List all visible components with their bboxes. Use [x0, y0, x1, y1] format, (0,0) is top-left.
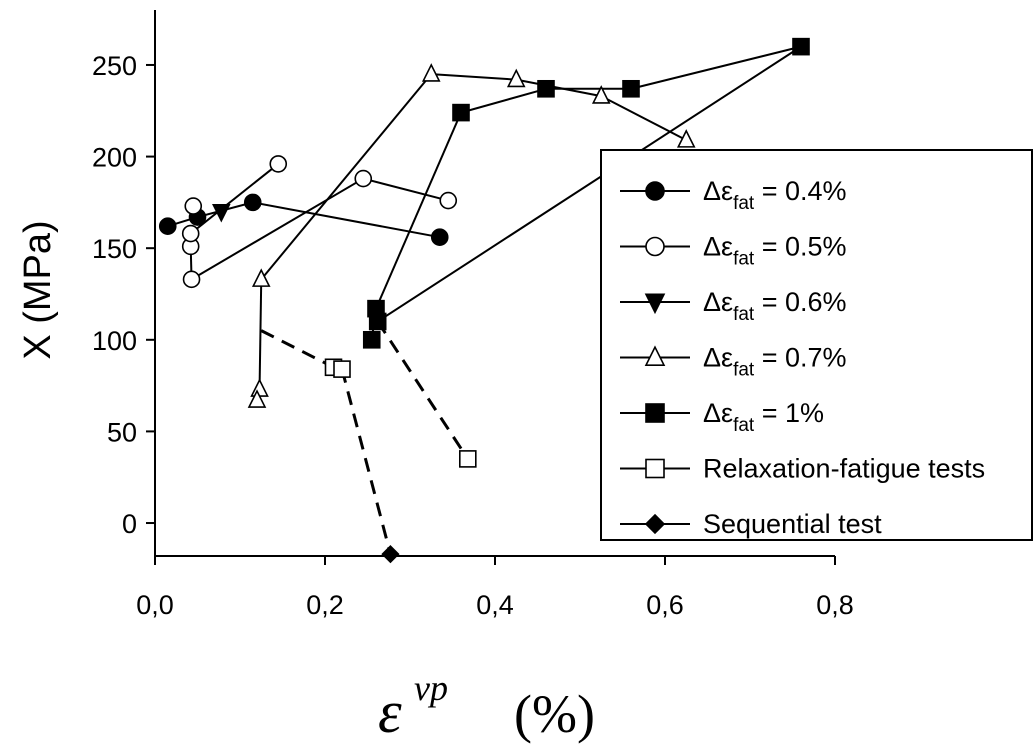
- data-point-triangle-up: [421, 63, 441, 82]
- legend-marker-circle: [645, 236, 665, 257]
- series-line: [252, 201, 440, 239]
- series-line: [630, 45, 802, 90]
- legend-label: Sequential test: [703, 509, 882, 539]
- data-point-square: [452, 103, 470, 122]
- data-point-circle: [182, 270, 201, 289]
- x-tick-label: 0,2: [306, 590, 344, 620]
- series-line: [258, 279, 263, 390]
- legend-label: Δεfat = 0.5%: [703, 232, 847, 270]
- data-point-triangle-up: [591, 85, 611, 104]
- legend-marker-square: [645, 458, 665, 479]
- data-point-square: [792, 37, 810, 56]
- series-line: [600, 95, 687, 141]
- y-tick-label: 200: [92, 143, 137, 173]
- series-line: [377, 45, 802, 323]
- legend-label: Δεfat = 0.4%: [703, 176, 847, 214]
- data-point-square: [458, 450, 477, 468]
- data-point-circle: [439, 191, 458, 210]
- data-point-triangle-down: [212, 203, 231, 223]
- x-tick-label: 0,8: [816, 590, 854, 620]
- data-point-triangle-up: [251, 268, 271, 287]
- x-tick-label: 0,0: [136, 590, 174, 620]
- data-point-circle: [158, 217, 177, 236]
- axis-labels: X (MPa) ε vp (%): [17, 220, 595, 745]
- y-tick-label: 100: [92, 326, 137, 356]
- y-axis-label: X (MPa): [17, 220, 59, 359]
- data-point-triangle-up: [250, 378, 269, 397]
- data-point-square: [622, 79, 640, 98]
- data-point-circle: [269, 155, 288, 173]
- legend: Δεfat = 0.4% Δεfat = 0.5% Δεfat = 0.6% Δεfa…: [600, 149, 1033, 541]
- data-point-circle: [354, 169, 373, 188]
- y-tick-label: 250: [92, 51, 137, 81]
- y-tick-label: 0: [122, 509, 137, 539]
- dashed-lines: [260, 320, 470, 555]
- legend-label: Δεfat = 1%: [703, 398, 824, 436]
- legend-marker-triangle-up: [644, 345, 666, 366]
- y-tick-label: 150: [92, 234, 137, 264]
- legend-marker-circle: [645, 181, 665, 201]
- data-point-square: [368, 312, 387, 331]
- x-axis-label-symbol: ε: [378, 679, 402, 745]
- data-point-square: [362, 330, 381, 349]
- legend-marker-square: [645, 403, 665, 423]
- series-line: [190, 163, 279, 235]
- legend-box: [600, 149, 1033, 541]
- dashed-line: [340, 368, 392, 555]
- series-line: [362, 177, 449, 202]
- legend-label: Relaxation-fatigue tests: [703, 454, 985, 484]
- legend-marker-triangle-down: [644, 293, 666, 315]
- x-axis-label-superscript: vp: [414, 668, 448, 708]
- x-axis-label-unit: (%): [514, 684, 595, 744]
- data-point-diamond: [381, 545, 400, 564]
- data-point-triangle-up: [247, 389, 267, 408]
- series-line: [375, 112, 462, 310]
- series-markers: [158, 37, 810, 564]
- series-line: [460, 87, 547, 114]
- data-point-square: [333, 360, 351, 378]
- x-tick-label: 0,6: [646, 590, 684, 620]
- series-line: [260, 73, 433, 280]
- series-line: [191, 177, 364, 281]
- axes: 0 50 100 150 200 250 0,0 0,2 0,4 0,6 0,8: [92, 10, 854, 620]
- data-point-circle: [184, 197, 203, 215]
- data-point-circle: [181, 224, 200, 243]
- data-point-triangle-up: [676, 129, 696, 148]
- data-point-circle: [430, 228, 449, 246]
- data-point-circle: [243, 193, 262, 212]
- data-point-square: [537, 79, 555, 98]
- legend-label: Δεfat = 0.7%: [703, 343, 847, 381]
- dashed-line: [260, 329, 335, 369]
- series-line: [431, 73, 517, 81]
- y-tick-label: 50: [107, 417, 137, 447]
- dashed-line: [376, 320, 470, 460]
- data-point-triangle-up: [506, 68, 526, 88]
- legend-label: Δεfat = 0.6%: [703, 287, 847, 325]
- x-tick-label: 0,4: [476, 590, 514, 620]
- legend-marker-diamond: [644, 513, 666, 535]
